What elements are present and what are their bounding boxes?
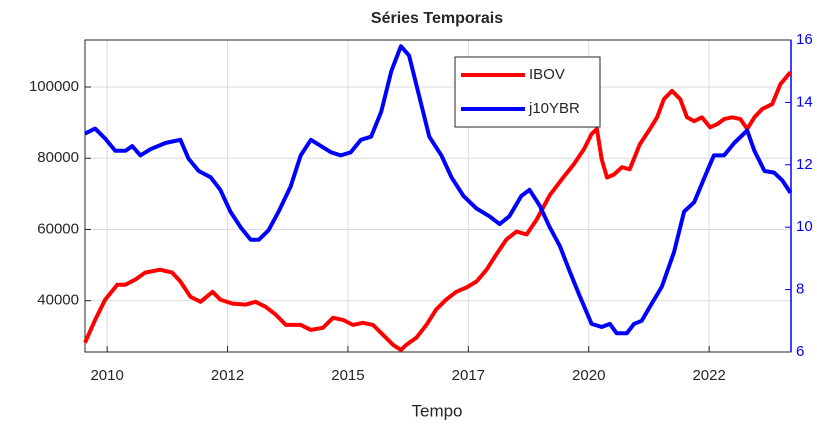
x-tick-label: 2012	[211, 367, 244, 384]
y-tick-label: 100000	[29, 78, 79, 95]
series-line	[84, 44, 793, 336]
x-tick-label: 2017	[452, 367, 485, 384]
x-tick-label: 2015	[331, 367, 364, 384]
series-line	[83, 70, 793, 352]
x-tick-label: 2010	[90, 367, 123, 384]
legend-label: IBOV	[529, 66, 565, 83]
x-axis-label: Tempo	[411, 401, 462, 420]
y2-tick-label: 16	[796, 31, 813, 48]
y2-tick-label: 10	[796, 218, 813, 235]
y2-tick-label: 14	[796, 93, 813, 110]
y2-tick-label: 6	[796, 343, 804, 360]
y2-tick-label: 12	[796, 156, 813, 173]
x-tick-label: 2022	[692, 367, 725, 384]
x-tick-label: 2020	[572, 367, 605, 384]
y-tick-label: 60000	[37, 220, 79, 237]
chart-title: Séries Temporais	[371, 10, 503, 27]
y2-tick-label: 8	[796, 281, 804, 298]
y-tick-label: 40000	[37, 292, 79, 309]
legend-label: j10YBR	[528, 100, 580, 117]
y-tick-label: 80000	[37, 149, 79, 166]
legend-box	[454, 56, 601, 128]
